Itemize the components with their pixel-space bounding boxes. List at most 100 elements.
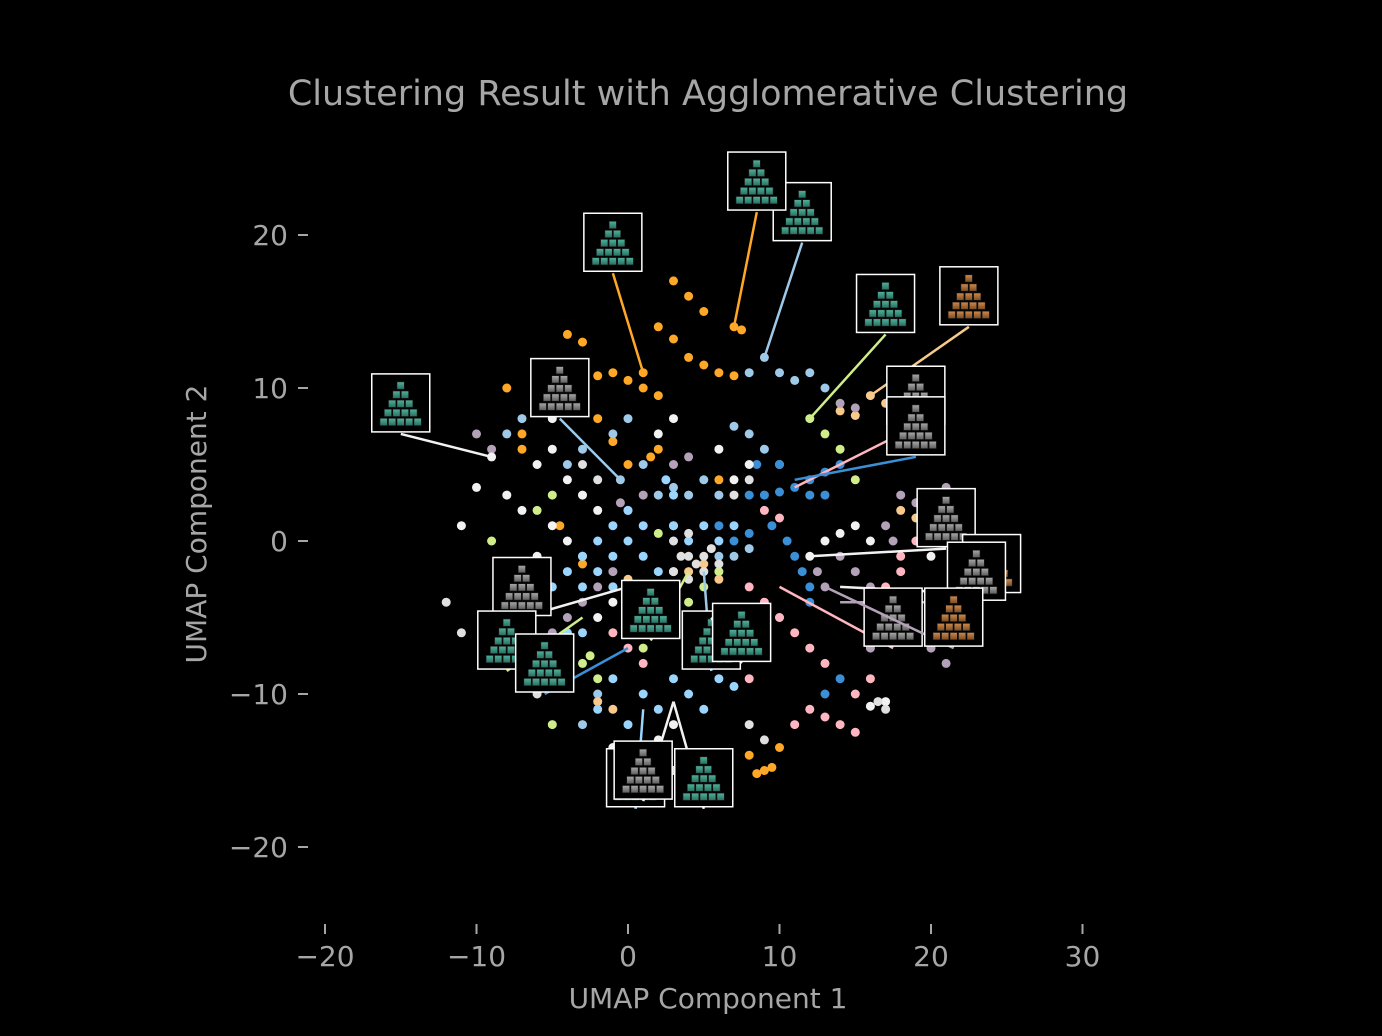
thumbnail-cube xyxy=(973,292,982,301)
thumbnail-cube xyxy=(966,632,975,641)
thumbnail-cube xyxy=(540,678,549,687)
thumbnail-cube xyxy=(703,765,712,774)
thumbnail-cube xyxy=(945,623,954,632)
data-point xyxy=(593,582,603,592)
thumbnail-cube xyxy=(733,638,742,647)
thumbnail-cube xyxy=(532,659,541,668)
x-tick-label: 20 xyxy=(913,940,949,973)
data-point xyxy=(487,444,497,454)
data-point xyxy=(805,490,815,500)
data-point xyxy=(593,414,603,424)
thumbnail-cube xyxy=(920,422,929,431)
thumbnail-cube xyxy=(502,636,511,645)
thumbnail-cube xyxy=(793,217,802,226)
x-tick-label: 30 xyxy=(1065,940,1101,973)
data-point xyxy=(593,567,603,577)
thumbnail-cube xyxy=(981,310,990,319)
thumbnail-image xyxy=(613,740,673,800)
data-point xyxy=(865,701,875,711)
thumbnail-image xyxy=(620,579,681,640)
thumbnail-cube xyxy=(532,678,541,687)
thumbnail-image xyxy=(855,273,916,334)
data-point xyxy=(744,582,754,592)
data-point xyxy=(638,689,648,699)
thumbnail-cube xyxy=(638,606,647,615)
data-point xyxy=(896,551,906,561)
thumbnail-cube xyxy=(604,248,613,257)
thumbnail-cube xyxy=(708,774,717,783)
thumbnail-cube xyxy=(949,595,958,604)
data-point xyxy=(653,528,663,538)
data-point xyxy=(744,429,754,439)
thumbnail-cube xyxy=(596,248,605,257)
data-point xyxy=(744,368,754,378)
data-point xyxy=(623,375,633,385)
data-point xyxy=(805,368,815,378)
data-point xyxy=(926,551,936,561)
data-point xyxy=(615,498,625,508)
data-point xyxy=(653,567,663,577)
thumbnail-cube xyxy=(720,647,729,656)
thumbnail-cube xyxy=(708,792,717,801)
data-point xyxy=(714,521,724,531)
thumbnail-cube xyxy=(682,792,691,801)
data-point xyxy=(797,567,807,577)
data-point xyxy=(714,490,724,500)
data-point xyxy=(578,551,587,561)
data-point xyxy=(896,505,906,515)
thumbnail-cube xyxy=(702,645,711,654)
thumbnail-cube xyxy=(500,601,509,610)
thumbnail-cube xyxy=(536,668,545,677)
thumbnail-cube xyxy=(950,532,959,541)
thumbnail-cube xyxy=(559,393,568,402)
thumbnail-cube xyxy=(625,257,634,266)
annotation-leader-line xyxy=(794,455,917,482)
thumbnail-cube xyxy=(739,187,748,195)
thumbnail-cube xyxy=(513,592,522,601)
data-point xyxy=(555,521,565,531)
thumbnail-cube xyxy=(695,783,704,792)
data-point xyxy=(820,383,830,393)
thumbnail-cube xyxy=(733,620,742,629)
thumbnail-cube xyxy=(949,632,958,641)
thumbnail-cube xyxy=(748,187,757,195)
thumbnail-cube xyxy=(509,583,518,592)
data-point xyxy=(744,720,754,730)
thumbnail-cube xyxy=(388,417,397,426)
thumbnail-cube xyxy=(630,785,639,794)
thumbnail-cube xyxy=(522,592,531,601)
annotation-leader-line xyxy=(558,417,622,481)
data-point xyxy=(767,521,777,531)
data-point xyxy=(684,597,694,607)
thumbnail-cube xyxy=(392,408,401,417)
thumbnail-cube xyxy=(932,632,941,641)
thumbnail-cube xyxy=(509,601,518,610)
thumbnail-cube xyxy=(526,601,535,610)
thumbnail-image xyxy=(711,602,772,663)
data-point xyxy=(744,460,754,469)
data-point xyxy=(593,505,603,515)
data-point xyxy=(532,460,542,469)
thumbnail-cube xyxy=(553,668,562,677)
data-point xyxy=(790,628,800,638)
annotation-leader-line xyxy=(400,432,492,459)
data-point xyxy=(684,689,694,699)
data-point xyxy=(881,521,891,531)
data-point xyxy=(729,681,739,691)
data-point xyxy=(767,762,777,772)
thumbnail-cube xyxy=(916,431,925,440)
data-point xyxy=(729,371,739,381)
data-point xyxy=(638,383,648,393)
data-point xyxy=(608,521,618,531)
data-point xyxy=(714,551,724,561)
data-point xyxy=(714,559,724,569)
data-point xyxy=(638,521,648,531)
thumbnail-cube xyxy=(980,568,989,577)
data-point xyxy=(653,391,663,401)
x-axis-label: UMAP Component 1 xyxy=(569,982,848,1015)
thumbnail-cube xyxy=(517,583,526,592)
thumbnail-cube xyxy=(400,408,409,417)
thumbnail-cube xyxy=(388,399,397,408)
thumbnail-cube xyxy=(379,417,388,426)
thumbnail-cube xyxy=(752,178,761,186)
